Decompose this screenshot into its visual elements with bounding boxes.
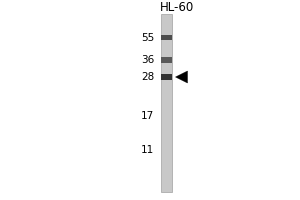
Text: 17: 17	[141, 111, 154, 121]
Text: 11: 11	[141, 145, 154, 155]
Bar	[161, 35, 172, 40]
Bar	[161, 58, 172, 62]
Text: 55: 55	[141, 33, 154, 43]
Text: 36: 36	[141, 55, 154, 65]
Text: HL-60: HL-60	[160, 1, 194, 14]
Bar	[160, 14, 172, 192]
Polygon shape	[176, 71, 188, 83]
Text: 28: 28	[141, 72, 154, 82]
Bar	[161, 74, 172, 80]
